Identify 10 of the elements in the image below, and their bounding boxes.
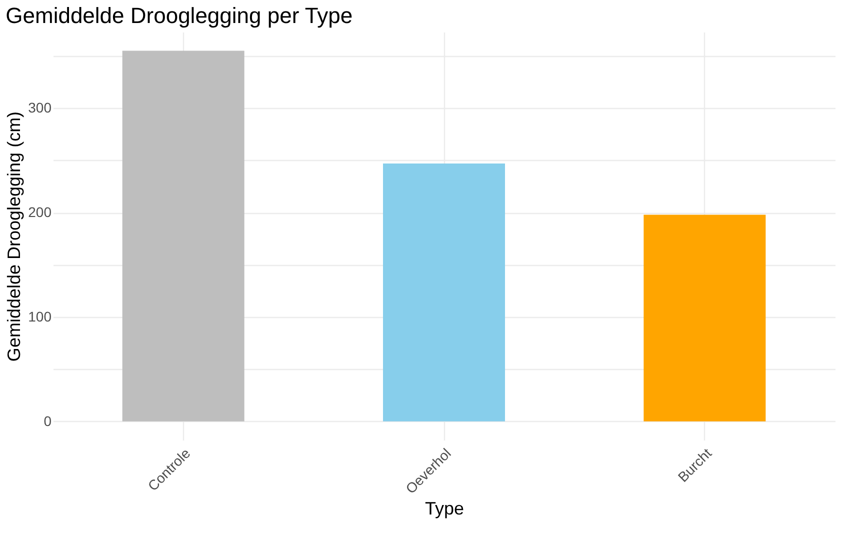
y-tick-label: 200 xyxy=(28,204,52,220)
bar xyxy=(644,214,766,422)
x-axis-title: Type xyxy=(424,498,464,519)
y-tick-label: 0 xyxy=(44,412,52,429)
y-tick-label: 300 xyxy=(28,100,52,116)
bar xyxy=(383,164,505,422)
chart-title: Gemiddelde Drooglegging per Type xyxy=(6,3,353,28)
bar xyxy=(122,50,244,422)
y-axis-title: Gemiddelde Drooglegging (cm) xyxy=(4,111,24,362)
y-tick-label: 100 xyxy=(28,308,52,325)
